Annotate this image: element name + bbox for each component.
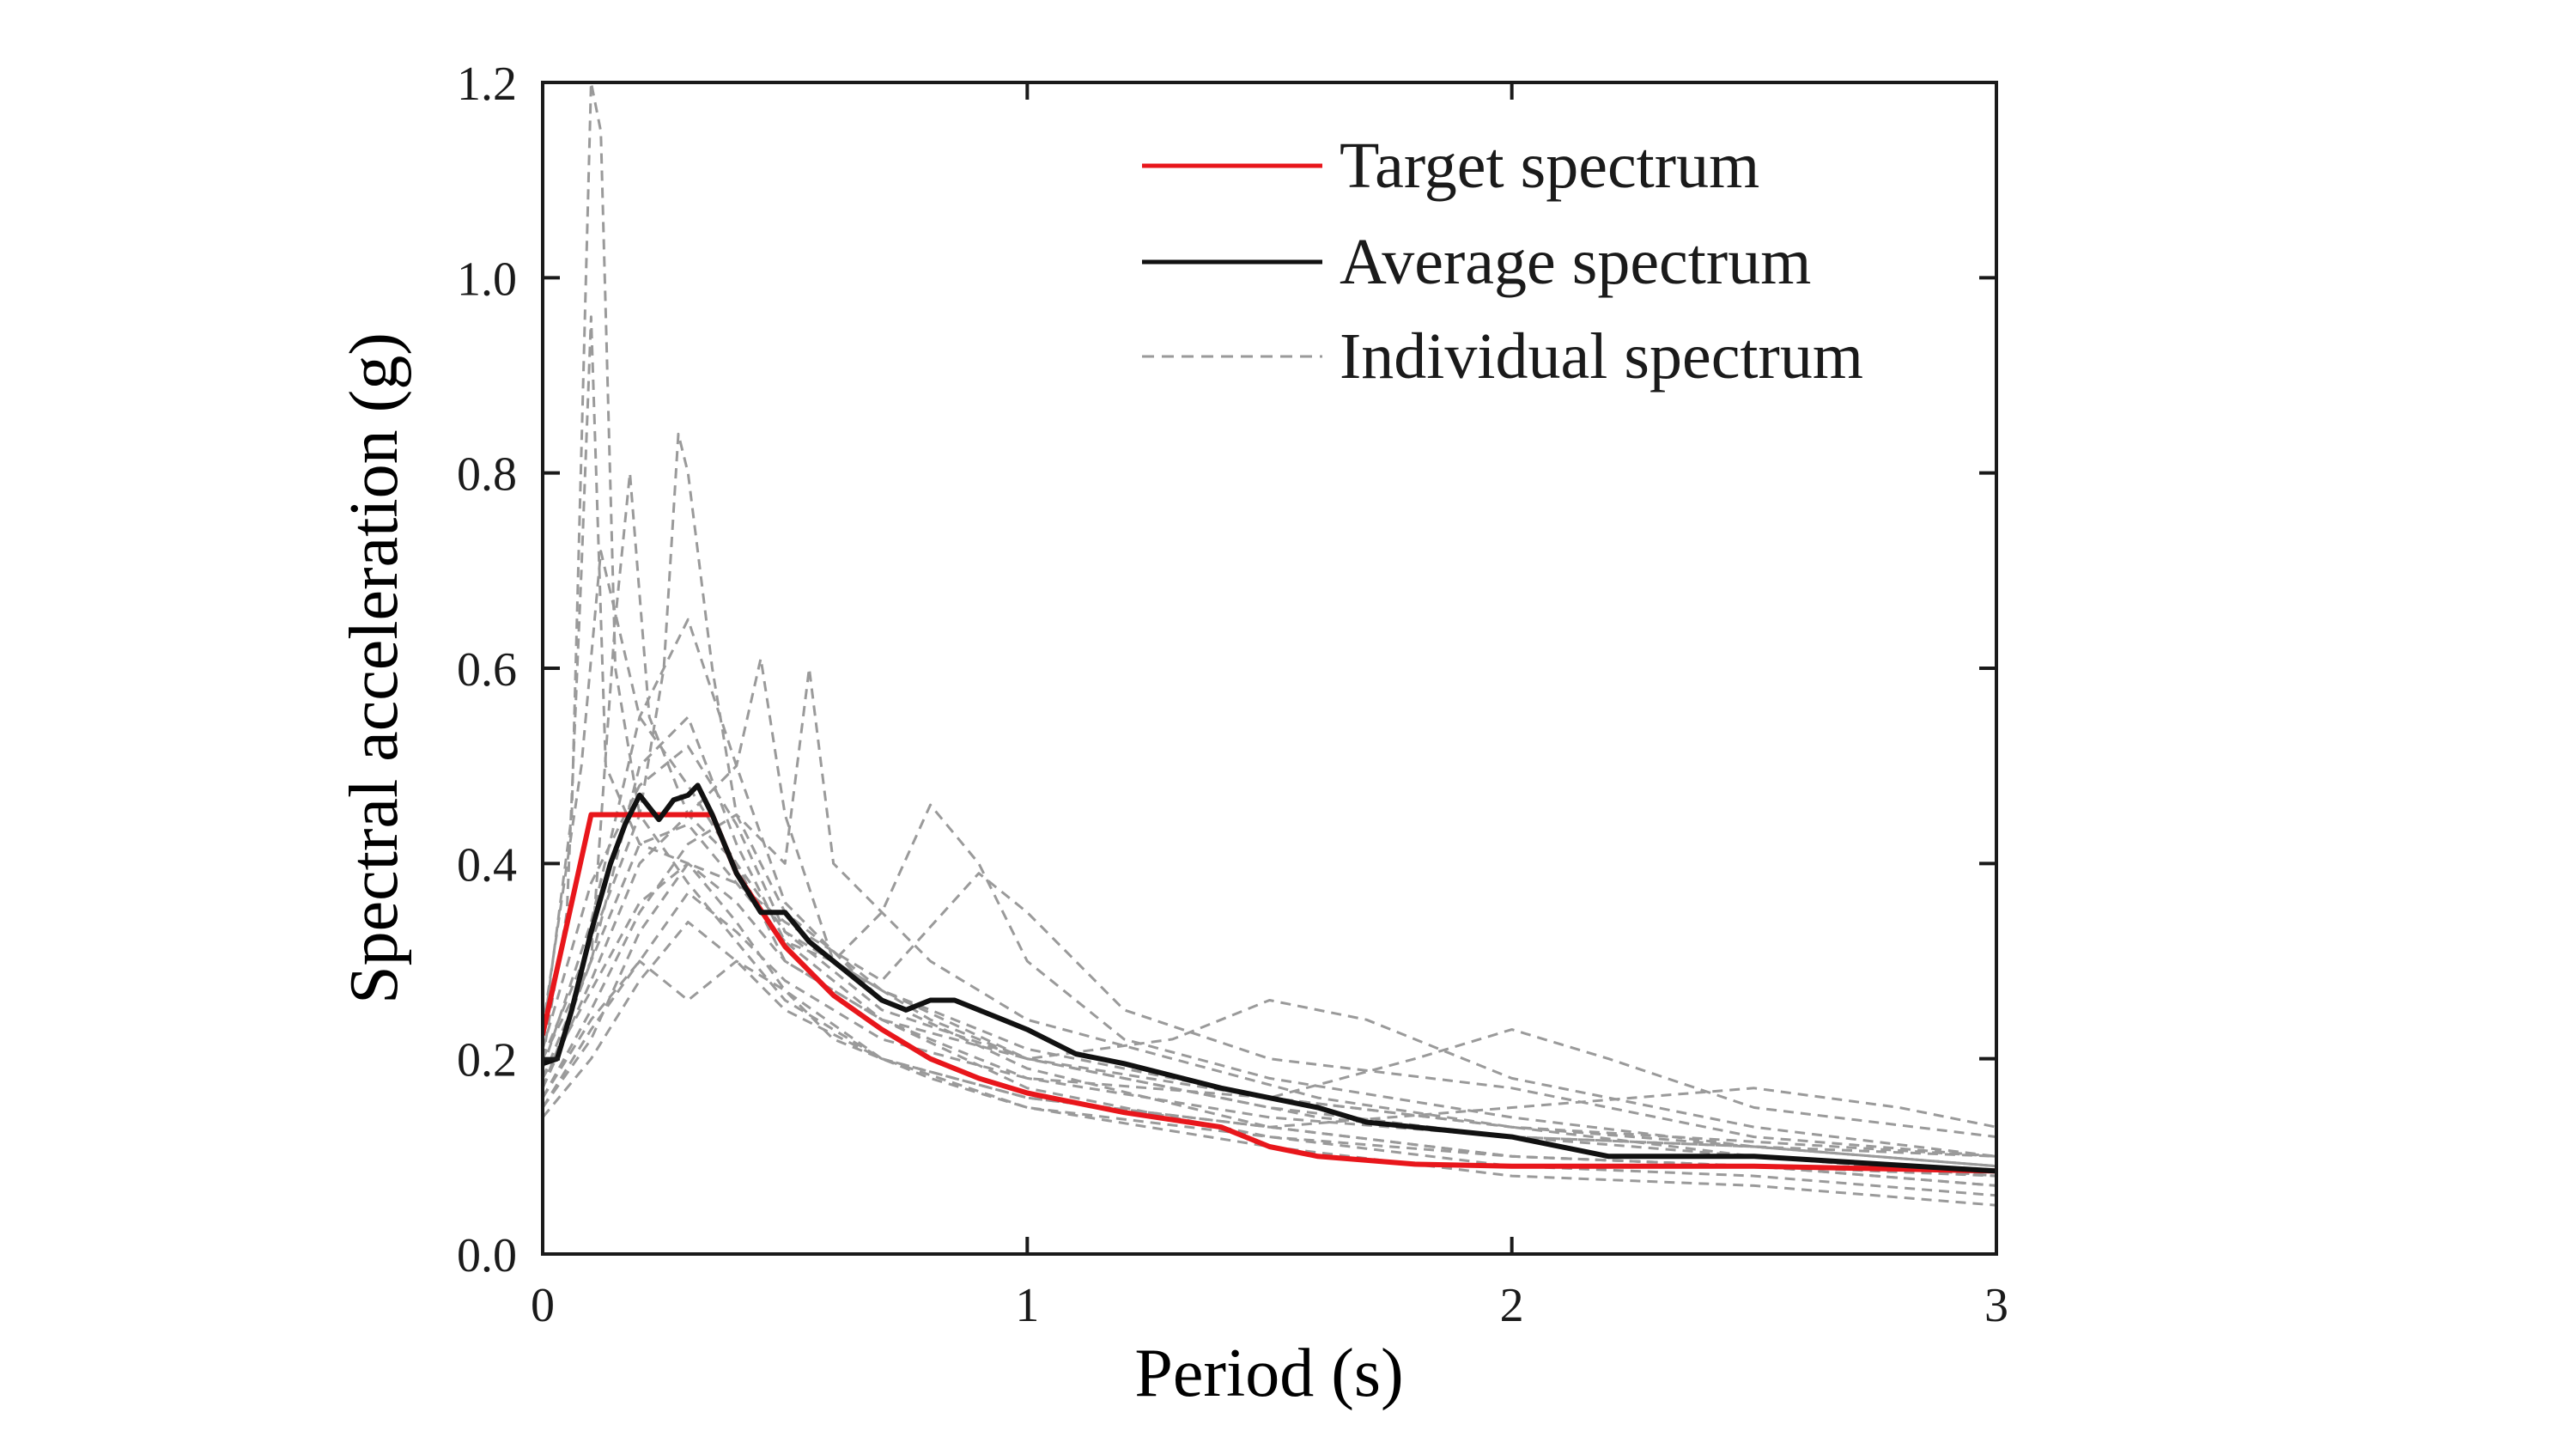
y-tick-label: 0.0 xyxy=(457,1229,517,1282)
x-axis-title: Period (s) xyxy=(1134,1336,1403,1411)
y-tick-label: 1.0 xyxy=(457,253,517,306)
y-axis-title: Spectral acceleration (g) xyxy=(337,332,412,1004)
individual-spectrum-line-7 xyxy=(543,803,1996,1168)
individual-spectrum-line-10 xyxy=(543,891,1996,1139)
axis-ticks xyxy=(541,81,1998,1256)
individual-spectrum-line-14 xyxy=(543,618,1996,1187)
x-tick-label: 1 xyxy=(1015,1279,1039,1332)
individual-spectrum-line-11 xyxy=(543,921,1996,1129)
average-spectrum-line xyxy=(543,782,1996,1174)
individual-spectrum-line-6 xyxy=(543,667,1996,1178)
individual-spectrum-line-2 xyxy=(543,82,1996,1178)
y-tick-label: 0.2 xyxy=(457,1034,517,1087)
legend-label-individual: Individual spectrum xyxy=(1340,320,1863,393)
individual-spectrum-line-16 xyxy=(543,550,1996,1168)
individual-spectrum-line-8 xyxy=(543,861,1996,1158)
legend-label-target: Target spectrum xyxy=(1340,130,1759,202)
main-spectra xyxy=(543,782,1996,1174)
x-tick-label: 0 xyxy=(531,1279,555,1332)
individual-spectrum-line-12 xyxy=(543,959,1996,1207)
individual-spectrum-line-9 xyxy=(543,861,1996,1158)
y-tick-label: 0.4 xyxy=(457,838,517,892)
y-tick-label: 0.8 xyxy=(457,448,517,502)
axis-tick-labels: 0 1 2 3 0.0 0.2 0.4 0.6 0.8 1.0 1.2 xyxy=(457,58,2008,1332)
x-tick-label: 2 xyxy=(1500,1279,1524,1332)
y-tick-label: 1.2 xyxy=(457,58,517,111)
individual-spectrum-line-15 xyxy=(543,745,1996,1178)
legend: Target spectrum Average spectrum Individ… xyxy=(1142,130,1863,393)
x-tick-label: 3 xyxy=(1984,1279,2008,1332)
y-tick-label: 0.6 xyxy=(457,643,517,697)
legend-label-average: Average spectrum xyxy=(1340,226,1811,298)
